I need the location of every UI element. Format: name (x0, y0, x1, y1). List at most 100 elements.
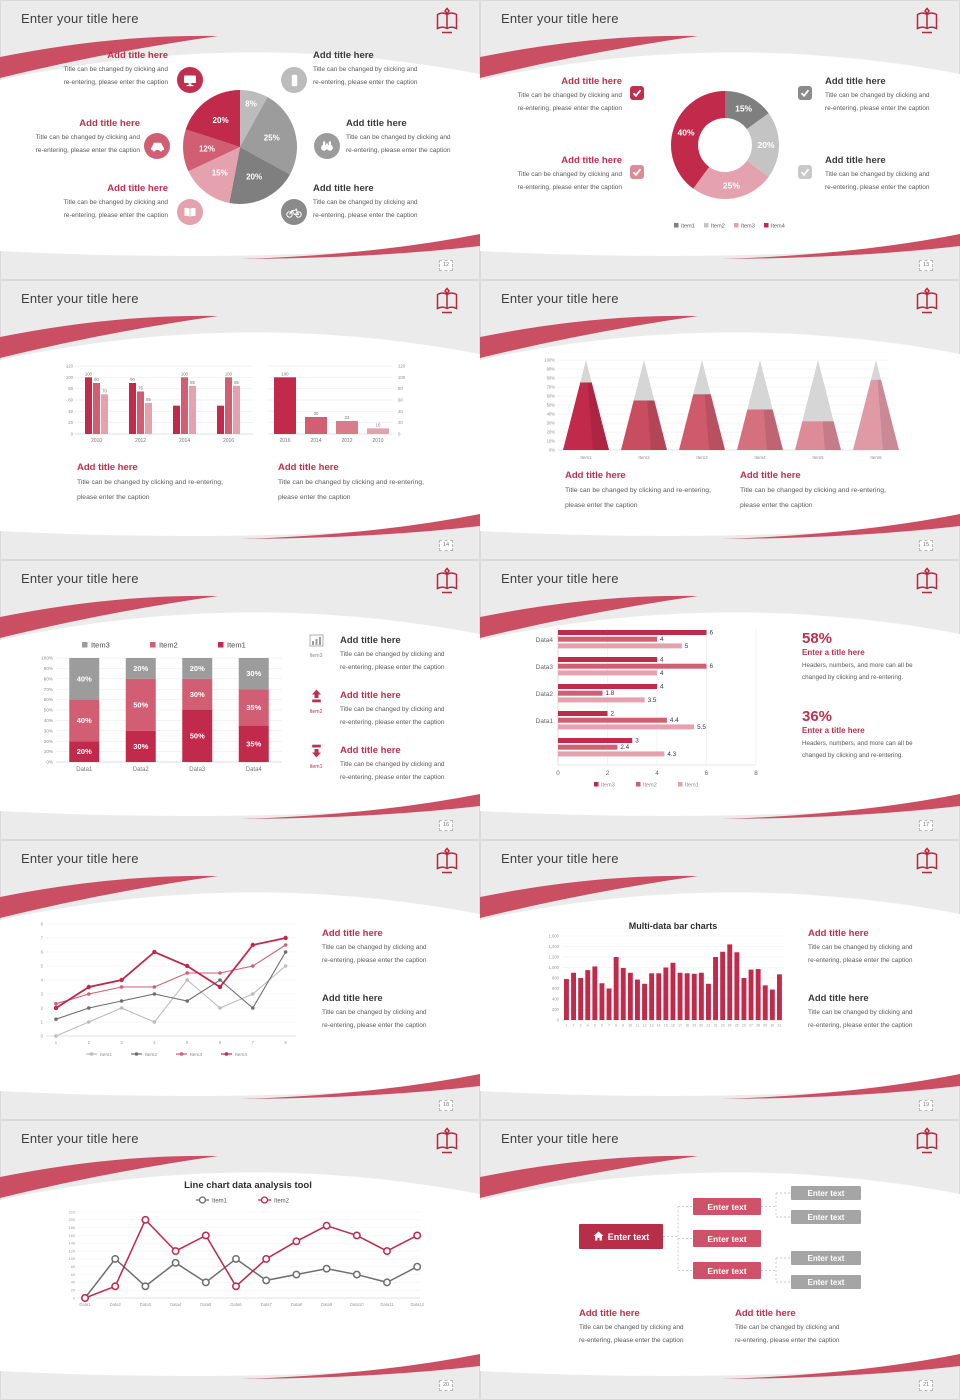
checkbox-icon (630, 165, 644, 179)
org-branch-node[interactable]: Enter text (693, 1230, 761, 1247)
svg-text:90: 90 (94, 377, 99, 382)
caption-block[interactable]: Add title here Title can be changed by c… (808, 928, 950, 967)
caption-block[interactable]: Add title here Title can be changed by c… (340, 635, 476, 674)
slide-background (0, 1155, 480, 1379)
caption-block[interactable]: Add title here Title can be changed by c… (313, 183, 448, 222)
svg-text:100%: 100% (544, 358, 555, 363)
svg-text:4: 4 (655, 770, 659, 777)
svg-text:20%: 20% (547, 430, 556, 435)
caption-block[interactable]: Add title here Title can be changed by c… (579, 1308, 744, 1347)
org-leaf-node[interactable]: Enter text (791, 1275, 861, 1289)
svg-text:1,200: 1,200 (549, 954, 560, 959)
slide-title[interactable]: Enter your title here (21, 291, 139, 306)
slide-title[interactable]: Enter your title here (501, 851, 619, 866)
caption-block[interactable]: Add title here Title can be changed by c… (808, 993, 950, 1032)
slide-title[interactable]: Enter your title here (21, 1131, 139, 1146)
svg-text:Data8: Data8 (291, 1302, 303, 1307)
horizontal-bar-chart[interactable]: 0 2 4 6 8 6 4 5 Data4 4 6 4 Data3 4 1.8 3.5 Data2 2 4.4 5.5… (516, 622, 784, 794)
org-leaf-node[interactable]: Enter text (791, 1251, 861, 1265)
line-chart-analysis[interactable]: Line chart data analysis tool Item1 Item2 0… (48, 1176, 430, 1332)
svg-text:4: 4 (660, 636, 664, 643)
stat-block[interactable]: 36% Enter a title here Headers, numbers,… (802, 708, 954, 763)
svg-text:18: 18 (685, 1024, 689, 1028)
slide-title[interactable]: Enter your title here (21, 571, 139, 586)
block-caption: Title can be changed by clicking and re-… (808, 944, 913, 964)
svg-text:4: 4 (587, 1024, 589, 1028)
svg-text:Data4: Data4 (246, 767, 263, 773)
slide-title[interactable]: Enter your title here (501, 291, 619, 306)
svg-text:20%: 20% (133, 664, 148, 673)
svg-text:120: 120 (69, 1249, 75, 1253)
org-branch-node[interactable]: Enter text (693, 1262, 761, 1279)
svg-text:Data10: Data10 (350, 1302, 364, 1307)
stat-value: 36% (802, 708, 833, 725)
pyramid-chart[interactable]: 0% 10% 20% 30% 40% 50% 60% 70% 80% 90% 100% Item1 It… (536, 352, 906, 466)
org-branch-node[interactable]: Enter text (693, 1198, 761, 1215)
caption-block[interactable]: Add title here Title can be changed by c… (322, 993, 467, 1032)
svg-text:7: 7 (41, 936, 44, 941)
slide-title[interactable]: Enter your title here (501, 11, 619, 26)
svg-text:22: 22 (714, 1024, 718, 1028)
caption-block[interactable]: Add title here Title can be changed by c… (825, 155, 957, 194)
svg-text:2: 2 (573, 1024, 575, 1028)
block-caption: Title can be changed by clicking and re-… (340, 651, 445, 671)
binoculars-icon (314, 133, 340, 159)
line-chart[interactable]: 0 1 2 3 4 5 6 7 8 1 2 3 4 5 6 7 8 Item1 Item2 Item3 Item4 (28, 916, 306, 1068)
svg-text:200: 200 (552, 1007, 560, 1012)
caption-block[interactable]: Add title here Title can be changed by c… (0, 118, 140, 157)
org-leaf-node[interactable]: Enter text (791, 1186, 861, 1200)
svg-text:80: 80 (71, 1265, 75, 1269)
slide-title[interactable]: Enter your title here (501, 571, 619, 586)
svg-text:12: 12 (643, 1024, 647, 1028)
stat-block[interactable]: 58% Enter a title here Headers, numbers,… (802, 630, 954, 685)
pie-chart[interactable]: 8% 25% 20% 15% 12% 20% (182, 88, 298, 206)
svg-text:1,600: 1,600 (549, 933, 560, 938)
svg-text:5: 5 (594, 1024, 596, 1028)
caption-block[interactable]: Add title here Title can be changed by c… (18, 183, 168, 222)
caption-block[interactable]: Add title here Title can be changed by c… (313, 50, 448, 89)
page-number: 12 (439, 260, 453, 271)
stacked-bar-chart[interactable]: Item3 Item2 Item1 0% 10% 20% 30% 40% 50% 60% 70% 80… (32, 640, 290, 780)
svg-text:85: 85 (190, 380, 195, 385)
caption-block[interactable]: Add title here Title can be changed by c… (18, 50, 168, 89)
caption-block[interactable]: Add title here Title can be changed by c… (740, 470, 920, 514)
caption-block[interactable]: Add title here Title can be changed by c… (340, 745, 476, 784)
grouped-bar-chart[interactable]: 0 20 40 60 80 100 120 100 90 70 2010 90 75 55 2012 100 8… (58, 360, 258, 455)
caption-block[interactable]: Add title here Title can be changed by c… (278, 462, 456, 506)
svg-text:70: 70 (102, 388, 107, 393)
caption-block[interactable]: Add title here Title can be changed by c… (480, 76, 622, 115)
org-root-node[interactable]: Enter text (579, 1224, 663, 1249)
caption-block[interactable]: Add title here Title can be changed by c… (735, 1308, 900, 1347)
caption-block[interactable]: Add title here Title can be changed by c… (322, 928, 467, 967)
svg-text:5.5: 5.5 (697, 724, 706, 731)
slide-title[interactable]: Enter your title here (21, 851, 139, 866)
svg-text:Item3: Item3 (741, 224, 755, 230)
slide-title[interactable]: Enter your title here (21, 11, 139, 26)
svg-text:140: 140 (69, 1242, 75, 1246)
monitor-icon (177, 67, 203, 93)
slide-background (480, 875, 960, 1099)
slide-background (480, 35, 960, 259)
svg-text:6: 6 (601, 1024, 603, 1028)
svg-text:4.4: 4.4 (670, 717, 679, 724)
descending-bar-chart[interactable]: 0 20 40 60 80 100 120 100 2016 30 2014 23 2012 10 2010 (262, 360, 417, 455)
svg-text:30%: 30% (246, 669, 261, 678)
caption-block[interactable]: Add title here Title can be changed by c… (346, 118, 478, 157)
caption-block[interactable]: Add title here Title can be changed by c… (77, 462, 255, 506)
caption-block[interactable]: Add title here Title can be changed by c… (825, 76, 957, 115)
multi-data-bar-chart[interactable]: Multi-data bar charts 0 200 400 600 800 1,000 1… (532, 920, 790, 1035)
block-caption: Title can be changed by clicking and re-… (63, 66, 168, 86)
caption-block[interactable]: Add title here Title can be changed by c… (340, 690, 476, 729)
svg-text:31: 31 (778, 1024, 782, 1028)
caption-block[interactable]: Add title here Title can be changed by c… (480, 155, 622, 194)
org-leaf-node[interactable]: Enter text (791, 1210, 861, 1224)
svg-text:8%: 8% (245, 99, 257, 108)
svg-text:7: 7 (252, 1040, 255, 1045)
donut-chart[interactable]: 15% 20% 25% 40% Item1 Item2 Item3 Item4 (662, 85, 792, 235)
caption-block[interactable]: Add title here Title can be changed by c… (565, 470, 745, 514)
svg-text:60%: 60% (44, 697, 53, 702)
bar-chart-icon: Item3 (303, 634, 329, 659)
slide-title[interactable]: Enter your title here (501, 1131, 619, 1146)
svg-text:Data4: Data4 (170, 1302, 182, 1307)
